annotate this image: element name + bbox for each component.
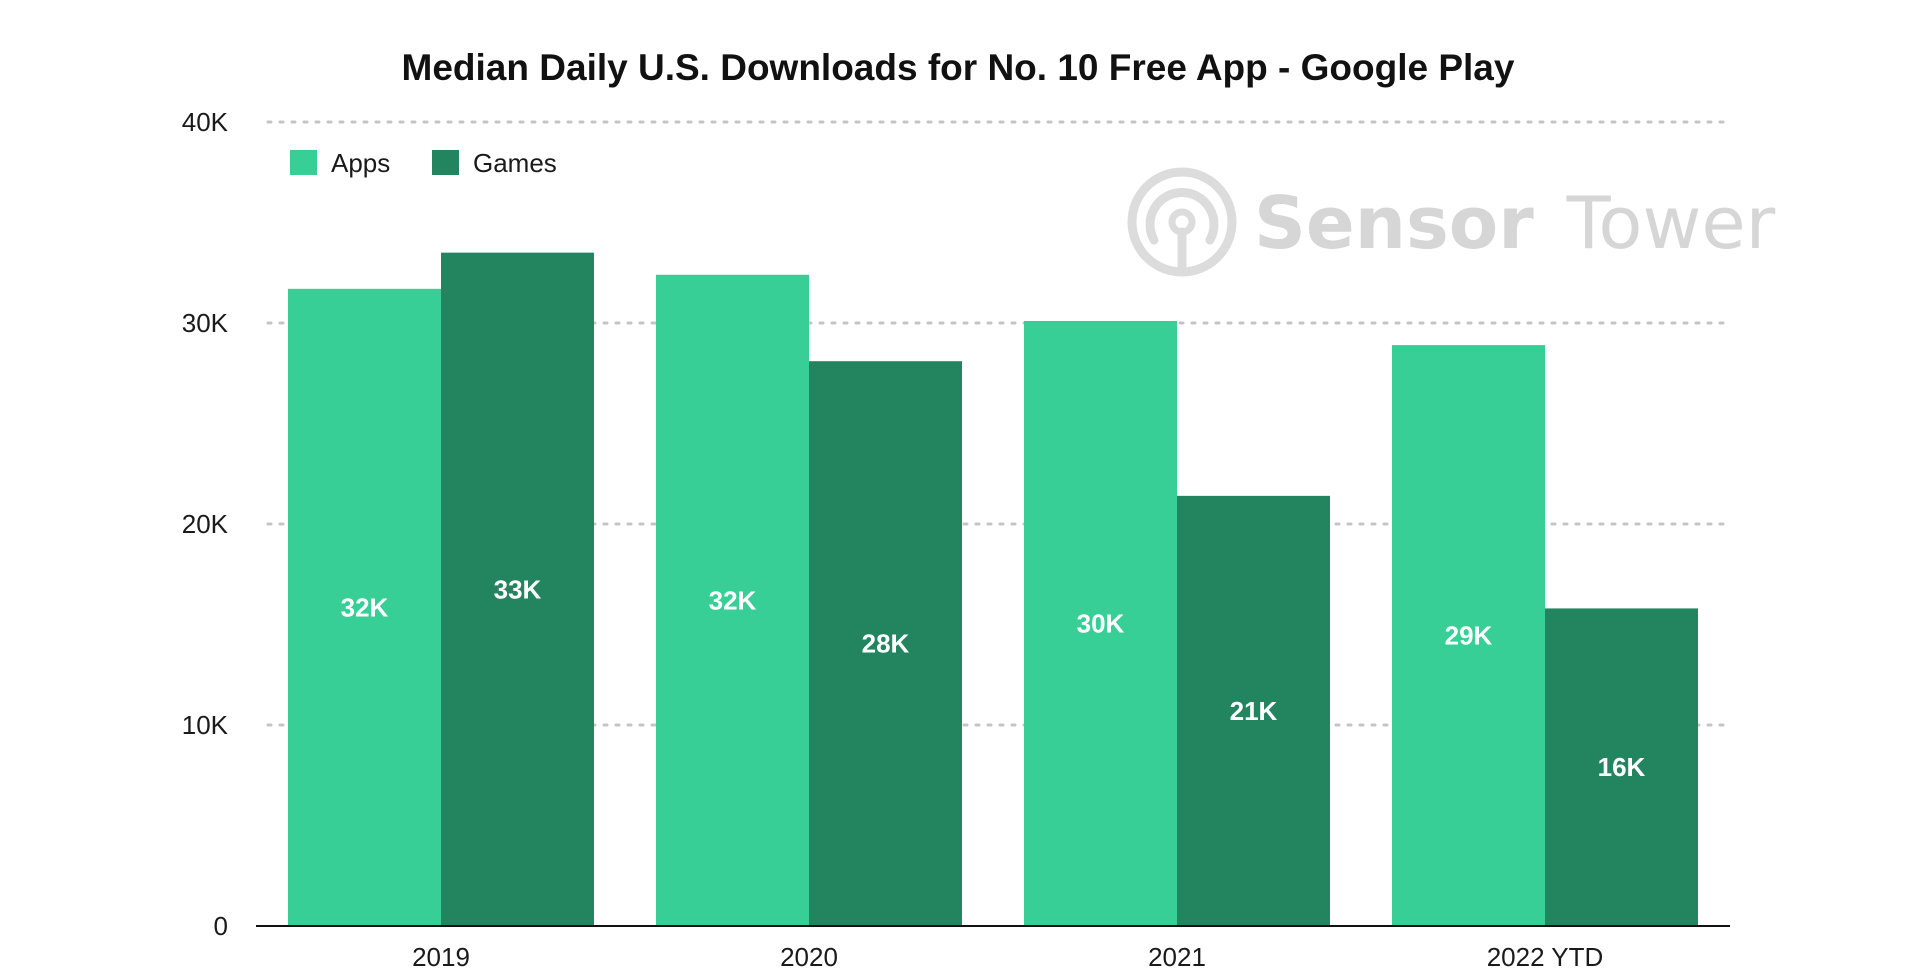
svg-text:Sensor Tower: Sensor Tower: [1254, 181, 1776, 265]
bar-label-games-2: 21K: [1230, 696, 1278, 726]
sensor-tower-watermark: Sensor Tower: [1127, 167, 1776, 277]
legend-swatch-games: [432, 150, 459, 175]
bar-label-apps-3: 29K: [1445, 621, 1493, 651]
bar-apps-1: [656, 274, 809, 926]
y-tick-label-3: 30K: [182, 308, 229, 338]
bars: [288, 252, 1698, 927]
y-tick-label-2: 20K: [182, 509, 229, 539]
y-tick-label-1: 10K: [182, 710, 229, 740]
bar-label-apps-1: 32K: [709, 585, 757, 615]
x-tick-label-0: 2019: [412, 942, 470, 972]
legend-swatch-apps: [290, 150, 317, 175]
bar-labels: 32K 33K 32K 28K 30K 21K 29K 16K: [341, 574, 1646, 782]
bar-label-games-1: 28K: [862, 629, 910, 659]
bar-label-apps-2: 30K: [1077, 608, 1125, 638]
bar-games-0: [441, 252, 594, 926]
bar-apps-3: [1392, 345, 1545, 926]
legend-label-games: Games: [473, 148, 557, 178]
bar-label-games-3: 16K: [1598, 752, 1646, 782]
x-tick-label-1: 2020: [780, 942, 838, 972]
bar-label-apps-0: 32K: [341, 592, 389, 622]
watermark-brand-sensor: Sensor: [1254, 181, 1534, 265]
y-axis-ticks: 0 10K 20K 30K 40K: [182, 107, 229, 941]
chart-title: Median Daily U.S. Downloads for No. 10 F…: [402, 47, 1515, 88]
bar-apps-2: [1024, 320, 1177, 926]
y-tick-label-4: 40K: [182, 107, 229, 137]
x-axis-ticks: 2019 2020 2021 2022 YTD: [412, 942, 1603, 972]
legend: Apps Games: [290, 148, 557, 178]
legend-label-apps: Apps: [331, 148, 390, 178]
x-tick-label-3: 2022 YTD: [1487, 942, 1604, 972]
bar-label-games-0: 33K: [494, 574, 542, 604]
sensor-tower-logo-icon: [1127, 167, 1237, 277]
bar-games-3: [1545, 608, 1698, 926]
watermark-brand-tower: Tower: [1566, 181, 1776, 265]
bar-games-1: [809, 361, 962, 926]
y-tick-label-0: 0: [214, 911, 228, 941]
bar-games-2: [1177, 495, 1330, 926]
x-tick-label-2: 2021: [1148, 942, 1206, 972]
bar-apps-0: [288, 288, 441, 927]
